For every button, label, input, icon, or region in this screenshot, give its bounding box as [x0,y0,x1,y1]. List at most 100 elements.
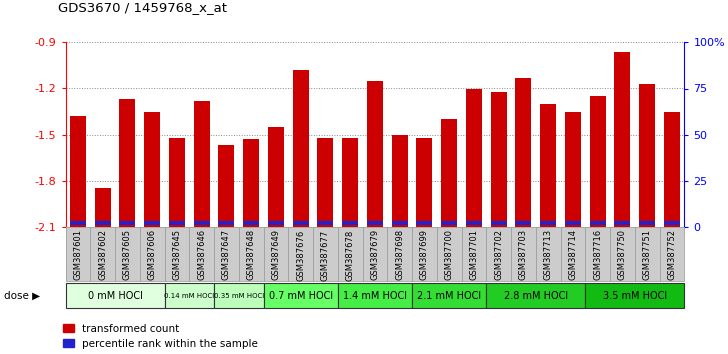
Bar [342,221,358,225]
Text: GSM387676: GSM387676 [296,229,305,281]
Bar [119,99,135,227]
Text: GSM387698: GSM387698 [395,229,404,280]
FancyBboxPatch shape [561,227,585,281]
FancyBboxPatch shape [165,227,189,281]
FancyBboxPatch shape [214,227,239,281]
Text: GSM387602: GSM387602 [98,229,107,280]
FancyBboxPatch shape [140,227,165,281]
Legend: transformed count, percentile rank within the sample: transformed count, percentile rank withi… [63,324,258,349]
Text: GSM387702: GSM387702 [494,229,503,280]
FancyBboxPatch shape [511,227,536,281]
FancyBboxPatch shape [412,227,437,281]
Text: GSM387648: GSM387648 [247,229,256,280]
Bar [268,127,284,227]
Bar [590,221,606,225]
Text: GSM387605: GSM387605 [123,229,132,280]
Bar [70,116,86,227]
Text: GSM387703: GSM387703 [519,229,528,280]
Bar [466,88,482,227]
Bar [614,221,630,225]
FancyBboxPatch shape [90,227,115,281]
Bar [565,112,581,227]
Bar [218,221,234,225]
Bar [144,112,160,227]
Bar [639,84,655,227]
FancyBboxPatch shape [486,283,585,308]
Text: 0.35 mM HOCl: 0.35 mM HOCl [213,293,264,298]
Bar [515,221,531,225]
Text: GSM387647: GSM387647 [222,229,231,280]
Bar [95,188,111,227]
FancyBboxPatch shape [610,227,635,281]
Text: GSM387751: GSM387751 [643,229,652,280]
FancyBboxPatch shape [264,283,338,308]
Bar [664,221,680,225]
Text: GDS3670 / 1459768_x_at: GDS3670 / 1459768_x_at [58,1,227,14]
Text: GSM387678: GSM387678 [346,229,355,281]
FancyBboxPatch shape [486,227,511,281]
FancyBboxPatch shape [387,227,412,281]
Text: 2.8 mM HOCl: 2.8 mM HOCl [504,291,568,301]
Bar [317,138,333,227]
Text: GSM387716: GSM387716 [593,229,602,280]
FancyBboxPatch shape [288,227,313,281]
FancyBboxPatch shape [462,227,486,281]
FancyBboxPatch shape [66,227,90,281]
Bar [194,221,210,225]
Bar [441,119,457,227]
Bar [367,221,383,225]
Bar [268,221,284,225]
Bar [293,70,309,227]
Bar [70,221,86,225]
Bar [392,221,408,225]
FancyBboxPatch shape [363,227,387,281]
Bar [664,112,680,227]
Bar [565,221,581,225]
Text: GSM387606: GSM387606 [148,229,157,280]
FancyBboxPatch shape [239,227,264,281]
Bar [317,221,333,225]
FancyBboxPatch shape [338,227,363,281]
FancyBboxPatch shape [635,227,660,281]
Text: GSM387679: GSM387679 [371,229,379,280]
FancyBboxPatch shape [536,227,561,281]
Text: GSM387601: GSM387601 [74,229,82,280]
Bar [194,101,210,227]
Bar [491,92,507,227]
FancyBboxPatch shape [412,283,486,308]
Bar [416,138,432,227]
Text: GSM387714: GSM387714 [569,229,577,280]
Text: GSM387645: GSM387645 [173,229,181,280]
FancyBboxPatch shape [165,283,214,308]
Text: 0.7 mM HOCl: 0.7 mM HOCl [269,291,333,301]
Text: dose ▶: dose ▶ [4,291,40,301]
FancyBboxPatch shape [66,283,165,308]
Bar [441,221,457,225]
Text: GSM387700: GSM387700 [445,229,454,280]
FancyBboxPatch shape [338,283,412,308]
Bar [491,221,507,225]
FancyBboxPatch shape [264,227,288,281]
Bar [515,78,531,227]
FancyBboxPatch shape [437,227,462,281]
Bar [119,221,135,225]
Bar [342,138,358,227]
Text: GSM387701: GSM387701 [470,229,478,280]
Text: 2.1 mM HOCl: 2.1 mM HOCl [417,291,481,301]
Bar [144,221,160,225]
Text: GSM387699: GSM387699 [420,229,429,280]
Bar [416,221,432,225]
Text: 3.5 mM HOCl: 3.5 mM HOCl [603,291,667,301]
Text: 0.14 mM HOCl: 0.14 mM HOCl [164,293,215,298]
Text: GSM387677: GSM387677 [321,229,330,281]
Bar [218,145,234,227]
FancyBboxPatch shape [585,227,610,281]
Text: GSM387750: GSM387750 [618,229,627,280]
Bar [367,81,383,227]
Bar [614,52,630,227]
Bar [243,221,259,225]
Bar [540,104,556,227]
Text: 1.4 mM HOCl: 1.4 mM HOCl [343,291,407,301]
FancyBboxPatch shape [660,227,684,281]
Bar [243,139,259,227]
